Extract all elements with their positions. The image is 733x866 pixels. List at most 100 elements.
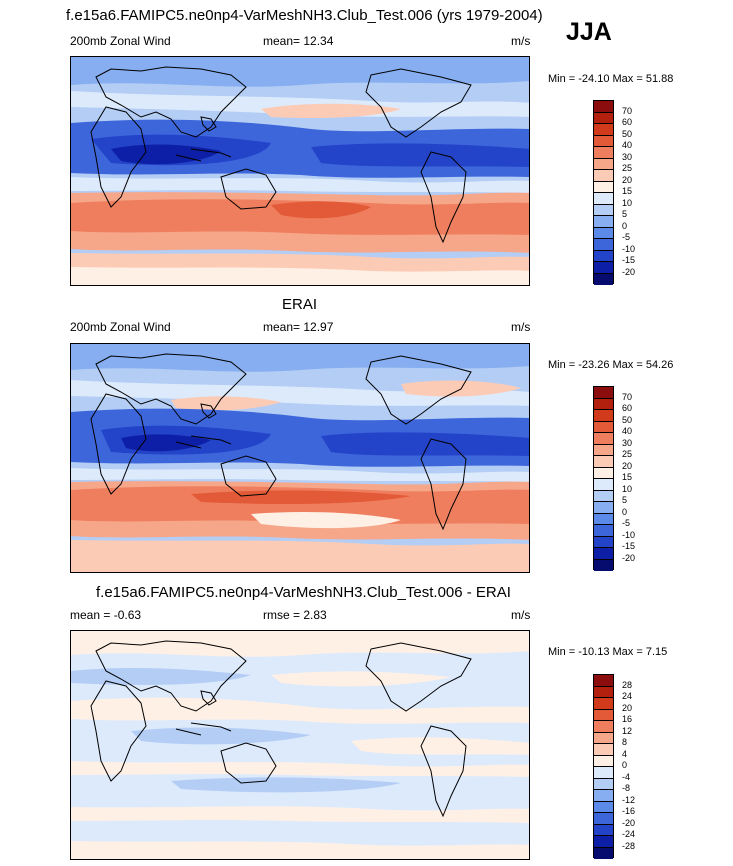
colorbar-tick-label: 70 — [622, 391, 633, 402]
colorbar-swatch — [594, 755, 613, 767]
colorbar-tick-label: -5 — [622, 232, 631, 242]
colorbar-tick-label: 8 — [622, 737, 628, 747]
season-label: JJA — [566, 18, 612, 46]
colorbar-tick-label: -24 — [622, 829, 636, 839]
colorbar-tick-label: 5 — [622, 495, 628, 505]
panel-2-mean-label: mean= 12.97 — [263, 320, 334, 334]
colorbar-swatch — [594, 536, 613, 548]
panel-1-units-label: m/s — [511, 34, 531, 48]
colorbar-swatch — [594, 193, 613, 205]
colorbar-swatch — [594, 836, 613, 848]
colorbar-swatch — [594, 813, 613, 825]
colorbar-swatch — [594, 387, 613, 399]
colorbar-swatch — [594, 824, 613, 836]
colorbar-swatch — [594, 513, 613, 525]
colorbar-tick-label: 70 — [622, 105, 633, 116]
colorbar-swatch — [594, 456, 613, 468]
colorbar-tick-label: 15 — [622, 186, 633, 196]
colorbar-tick-label: 40 — [622, 140, 633, 150]
colorbar-swatch — [594, 721, 613, 733]
colorbar-tick-label: -12 — [622, 794, 636, 805]
colorbar-swatch — [594, 732, 613, 744]
colorbar-swatch — [594, 778, 613, 790]
colorbar-tick-label: 16 — [622, 714, 633, 724]
colorbar-swatch — [594, 227, 613, 239]
colorbar-swatch — [594, 790, 613, 802]
colorbar-tick-label: 50 — [622, 414, 633, 425]
colorbar-swatch — [594, 421, 613, 433]
panel-2-variable-label: 200mb Zonal Wind — [70, 320, 171, 334]
panel-2-minmax: Min = -23.26 Max = 54.26 — [548, 359, 674, 371]
colorbar-tick-label: -15 — [622, 255, 636, 265]
panel-3-minmax: Min = -10.13 Max = 7.15 — [548, 646, 668, 658]
panel-1-title: f.e15a6.FAMIPC5.ne0np4-VarMeshNH3.Club_T… — [66, 7, 543, 24]
colorbar-tick-label: -20 — [622, 817, 636, 828]
panel-2-colorbar — [593, 386, 614, 571]
colorbar-swatch — [594, 847, 613, 859]
colorbar-tick-label: 25 — [622, 449, 633, 459]
panel-3-mean-label: mean = -0.63 — [70, 608, 142, 622]
panel-1-mean-label: mean= 12.34 — [263, 34, 334, 48]
colorbar-swatch — [594, 479, 613, 491]
colorbar-tick-label: 0 — [622, 220, 628, 231]
colorbar-swatch — [594, 239, 613, 251]
colorbar-swatch — [594, 675, 613, 687]
colorbar-swatch — [594, 490, 613, 502]
colorbar-swatch — [594, 502, 613, 514]
colorbar-tick-label: 20 — [622, 460, 633, 471]
colorbar-tick-label: 10 — [622, 197, 633, 208]
colorbar-swatch — [594, 744, 613, 756]
colorbar-tick-label: 28 — [622, 679, 633, 690]
colorbar-tick-label: -8 — [622, 783, 631, 793]
colorbar-tick-label: 4 — [622, 748, 628, 759]
panel-3-map — [70, 630, 530, 860]
colorbar-swatch — [594, 181, 613, 193]
colorbar-tick-label: 10 — [622, 483, 633, 494]
colorbar-tick-label: 30 — [622, 437, 633, 448]
colorbar-swatch — [594, 398, 613, 410]
colorbar-tick-label: -4 — [622, 771, 631, 782]
colorbar-tick-label: 25 — [622, 163, 633, 173]
colorbar-tick-label: 5 — [622, 209, 628, 219]
colorbar-swatch — [594, 686, 613, 698]
colorbar-swatch — [594, 698, 613, 710]
panel-2-contour-field — [71, 344, 529, 572]
colorbar-swatch — [594, 250, 613, 262]
colorbar-tick-label: 60 — [622, 117, 633, 127]
colorbar-swatch — [594, 204, 613, 216]
colorbar-tick-label: 20 — [622, 702, 633, 713]
colorbar-swatch — [594, 147, 613, 159]
colorbar-swatch — [594, 124, 613, 136]
colorbar-swatch — [594, 216, 613, 228]
panel-3-colorbar — [593, 674, 614, 859]
colorbar-tick-label: -28 — [622, 840, 636, 851]
colorbar-tick-label: -10 — [622, 529, 636, 540]
colorbar-tick-label: 30 — [622, 151, 633, 162]
panel-1-colorbar — [593, 100, 614, 285]
panel-3-title: f.e15a6.FAMIPC5.ne0np4-VarMeshNH3.Club_T… — [96, 584, 511, 601]
panel-2-map — [70, 343, 530, 573]
colorbar-tick-label: 15 — [622, 472, 633, 482]
panel-1-map — [70, 56, 530, 286]
colorbar-tick-label: 40 — [622, 426, 633, 436]
colorbar-swatch — [594, 548, 613, 560]
panel-1-variable-label: 200mb Zonal Wind — [70, 34, 171, 48]
colorbar-tick-label: 12 — [622, 725, 633, 736]
panel-3-contour-field — [71, 631, 529, 859]
colorbar-tick-label: -10 — [622, 243, 636, 254]
colorbar-swatch — [594, 467, 613, 479]
colorbar-tick-label: 20 — [622, 174, 633, 185]
colorbar-swatch — [594, 525, 613, 537]
colorbar-swatch — [594, 559, 613, 571]
colorbar-swatch — [594, 410, 613, 422]
colorbar-swatch — [594, 767, 613, 779]
colorbar-tick-label: -15 — [622, 541, 636, 551]
colorbar-swatch — [594, 801, 613, 813]
colorbar-tick-label: -5 — [622, 518, 631, 528]
colorbar-swatch — [594, 158, 613, 170]
colorbar-tick-label: 24 — [622, 691, 633, 701]
colorbar-swatch — [594, 262, 613, 274]
panel-3-rmse-label: rmse = 2.83 — [263, 608, 327, 622]
panel-1-contour-field — [71, 57, 529, 285]
panel-2-units-label: m/s — [511, 320, 531, 334]
